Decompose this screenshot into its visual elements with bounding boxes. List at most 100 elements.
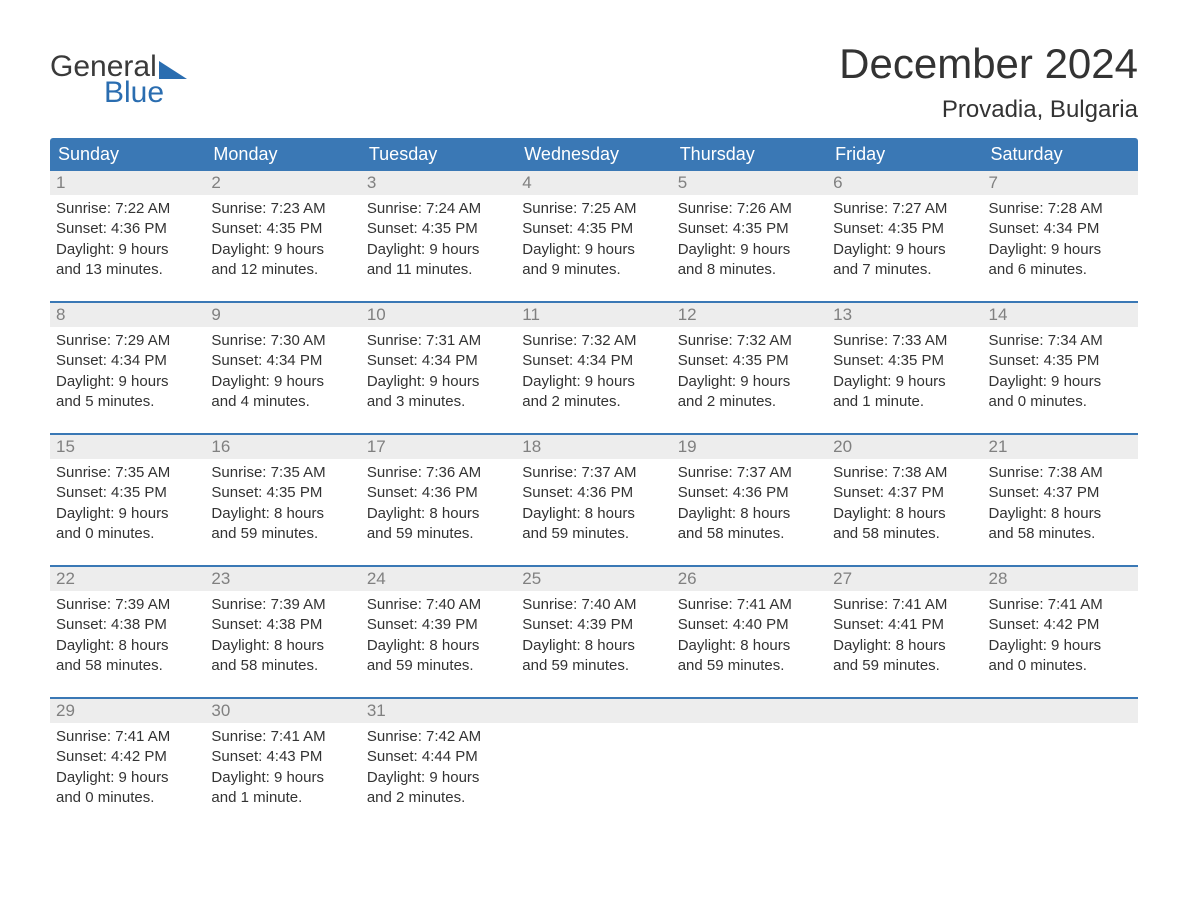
day-sunset: Sunset: 4:39 PM: [367, 615, 510, 635]
day-d1: Daylight: 8 hours: [367, 504, 510, 524]
day-number: 5: [672, 171, 827, 195]
day-d2: and 7 minutes.: [833, 260, 976, 280]
day-sunrise: Sunrise: 7:36 AM: [367, 463, 510, 483]
day-d2: and 59 minutes.: [367, 656, 510, 676]
day-number: 3: [361, 171, 516, 195]
day-d1: Daylight: 9 hours: [56, 372, 199, 392]
day-sunrise: Sunrise: 7:23 AM: [211, 199, 354, 219]
day-cell: [672, 699, 827, 823]
day-number: 9: [205, 303, 360, 327]
week-row: 8Sunrise: 7:29 AMSunset: 4:34 PMDaylight…: [50, 301, 1138, 427]
day-content: Sunrise: 7:31 AMSunset: 4:34 PMDaylight:…: [361, 327, 516, 416]
day-sunset: Sunset: 4:35 PM: [522, 219, 665, 239]
day-d1: Daylight: 9 hours: [56, 240, 199, 260]
header: General Blue December 2024 Provadia, Bul…: [50, 40, 1138, 124]
day-sunset: Sunset: 4:43 PM: [211, 747, 354, 767]
day-sunrise: Sunrise: 7:32 AM: [678, 331, 821, 351]
day-content: Sunrise: 7:38 AMSunset: 4:37 PMDaylight:…: [827, 459, 982, 548]
day-d1: Daylight: 9 hours: [367, 372, 510, 392]
day-content: Sunrise: 7:35 AMSunset: 4:35 PMDaylight:…: [205, 459, 360, 548]
day-cell: [827, 699, 982, 823]
day-sunset: Sunset: 4:36 PM: [367, 483, 510, 503]
day-number: [827, 699, 982, 723]
day-sunrise: Sunrise: 7:31 AM: [367, 331, 510, 351]
day-d1: Daylight: 8 hours: [678, 636, 821, 656]
day-cell: 13Sunrise: 7:33 AMSunset: 4:35 PMDayligh…: [827, 303, 982, 427]
day-d2: and 5 minutes.: [56, 392, 199, 412]
day-sunrise: Sunrise: 7:38 AM: [989, 463, 1132, 483]
day-content: Sunrise: 7:32 AMSunset: 4:34 PMDaylight:…: [516, 327, 671, 416]
logo-triangle-icon: [159, 61, 187, 79]
day-d2: and 59 minutes.: [367, 524, 510, 544]
day-sunset: Sunset: 4:35 PM: [678, 351, 821, 371]
day-number: 7: [983, 171, 1138, 195]
day-content: Sunrise: 7:25 AMSunset: 4:35 PMDaylight:…: [516, 195, 671, 284]
day-cell: 6Sunrise: 7:27 AMSunset: 4:35 PMDaylight…: [827, 171, 982, 295]
day-content: Sunrise: 7:42 AMSunset: 4:44 PMDaylight:…: [361, 723, 516, 812]
day-number: 22: [50, 567, 205, 591]
day-number: 11: [516, 303, 671, 327]
day-d2: and 58 minutes.: [211, 656, 354, 676]
day-content: Sunrise: 7:29 AMSunset: 4:34 PMDaylight:…: [50, 327, 205, 416]
day-d2: and 0 minutes.: [56, 788, 199, 808]
day-number: 18: [516, 435, 671, 459]
day-sunset: Sunset: 4:35 PM: [833, 219, 976, 239]
day-content: Sunrise: 7:27 AMSunset: 4:35 PMDaylight:…: [827, 195, 982, 284]
day-cell: 23Sunrise: 7:39 AMSunset: 4:38 PMDayligh…: [205, 567, 360, 691]
day-cell: 2Sunrise: 7:23 AMSunset: 4:35 PMDaylight…: [205, 171, 360, 295]
day-sunset: Sunset: 4:35 PM: [989, 351, 1132, 371]
day-cell: 1Sunrise: 7:22 AMSunset: 4:36 PMDaylight…: [50, 171, 205, 295]
day-d1: Daylight: 8 hours: [522, 636, 665, 656]
day-d1: Daylight: 9 hours: [833, 240, 976, 260]
day-d2: and 59 minutes.: [522, 656, 665, 676]
day-d2: and 2 minutes.: [678, 392, 821, 412]
day-d2: and 2 minutes.: [367, 788, 510, 808]
weekday-header-row: Sunday Monday Tuesday Wednesday Thursday…: [50, 138, 1138, 171]
day-cell: 8Sunrise: 7:29 AMSunset: 4:34 PMDaylight…: [50, 303, 205, 427]
weekday-header: Saturday: [983, 138, 1138, 171]
day-cell: 30Sunrise: 7:41 AMSunset: 4:43 PMDayligh…: [205, 699, 360, 823]
day-content: Sunrise: 7:39 AMSunset: 4:38 PMDaylight:…: [205, 591, 360, 680]
day-d1: Daylight: 8 hours: [522, 504, 665, 524]
day-d1: Daylight: 9 hours: [833, 372, 976, 392]
logo-word2: Blue: [104, 76, 164, 110]
day-content: Sunrise: 7:38 AMSunset: 4:37 PMDaylight:…: [983, 459, 1138, 548]
weekday-header: Monday: [205, 138, 360, 171]
day-d2: and 59 minutes.: [678, 656, 821, 676]
day-sunset: Sunset: 4:40 PM: [678, 615, 821, 635]
day-content: Sunrise: 7:40 AMSunset: 4:39 PMDaylight:…: [516, 591, 671, 680]
day-cell: 21Sunrise: 7:38 AMSunset: 4:37 PMDayligh…: [983, 435, 1138, 559]
day-number: 12: [672, 303, 827, 327]
day-d1: Daylight: 9 hours: [56, 504, 199, 524]
week-row: 15Sunrise: 7:35 AMSunset: 4:35 PMDayligh…: [50, 433, 1138, 559]
day-content: Sunrise: 7:30 AMSunset: 4:34 PMDaylight:…: [205, 327, 360, 416]
day-d1: Daylight: 9 hours: [211, 372, 354, 392]
day-cell: 11Sunrise: 7:32 AMSunset: 4:34 PMDayligh…: [516, 303, 671, 427]
day-d1: Daylight: 9 hours: [678, 372, 821, 392]
day-cell: [983, 699, 1138, 823]
day-number: 15: [50, 435, 205, 459]
day-sunrise: Sunrise: 7:41 AM: [989, 595, 1132, 615]
day-cell: 28Sunrise: 7:41 AMSunset: 4:42 PMDayligh…: [983, 567, 1138, 691]
day-d2: and 13 minutes.: [56, 260, 199, 280]
day-d2: and 0 minutes.: [989, 656, 1132, 676]
day-sunset: Sunset: 4:37 PM: [989, 483, 1132, 503]
day-sunrise: Sunrise: 7:35 AM: [56, 463, 199, 483]
day-cell: 7Sunrise: 7:28 AMSunset: 4:34 PMDaylight…: [983, 171, 1138, 295]
day-sunset: Sunset: 4:36 PM: [522, 483, 665, 503]
day-number: 10: [361, 303, 516, 327]
day-number: 16: [205, 435, 360, 459]
title-block: December 2024 Provadia, Bulgaria: [839, 40, 1138, 124]
logo: General Blue: [50, 40, 187, 110]
day-number: 8: [50, 303, 205, 327]
day-sunset: Sunset: 4:35 PM: [678, 219, 821, 239]
day-content: Sunrise: 7:35 AMSunset: 4:35 PMDaylight:…: [50, 459, 205, 548]
weekday-header: Tuesday: [361, 138, 516, 171]
day-number: 4: [516, 171, 671, 195]
day-number: 29: [50, 699, 205, 723]
day-sunrise: Sunrise: 7:39 AM: [56, 595, 199, 615]
day-cell: 25Sunrise: 7:40 AMSunset: 4:39 PMDayligh…: [516, 567, 671, 691]
day-number: 2: [205, 171, 360, 195]
day-sunrise: Sunrise: 7:24 AM: [367, 199, 510, 219]
day-cell: 17Sunrise: 7:36 AMSunset: 4:36 PMDayligh…: [361, 435, 516, 559]
